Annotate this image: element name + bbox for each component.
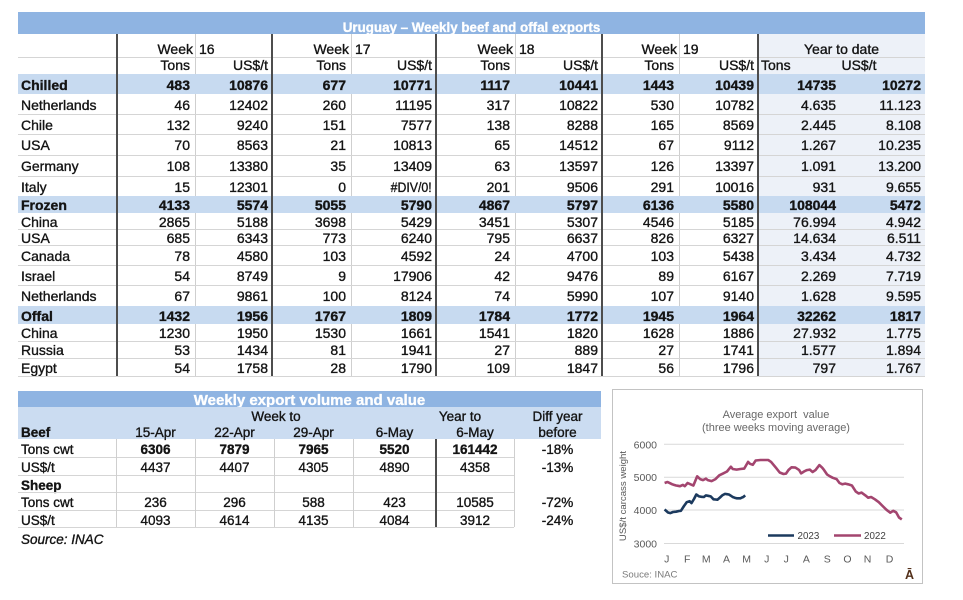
svg-text:S: S xyxy=(824,554,831,566)
svg-text:J: J xyxy=(764,554,769,566)
svg-text:J: J xyxy=(664,554,669,566)
svg-text:4000: 4000 xyxy=(634,505,658,517)
svg-text:M: M xyxy=(702,554,711,566)
svg-text:D: D xyxy=(886,554,894,566)
svg-text:N: N xyxy=(864,554,872,566)
svg-text:2022: 2022 xyxy=(864,531,886,542)
svg-text:Souce: INAC: Souce: INAC xyxy=(622,570,678,581)
svg-text:Ā: Ā xyxy=(905,568,914,582)
svg-text:5000: 5000 xyxy=(634,472,658,484)
svg-text:US$/t carcass weight: US$/t carcass weight xyxy=(618,451,629,541)
svg-text:Average export value: Average export value xyxy=(723,409,830,421)
svg-text:M: M xyxy=(742,554,751,566)
svg-text:A: A xyxy=(723,554,730,566)
svg-text:3000: 3000 xyxy=(634,539,658,551)
svg-text:(three weeks moving average): (three weeks moving average) xyxy=(702,422,850,434)
svg-text:F: F xyxy=(684,554,690,566)
svg-text:6000: 6000 xyxy=(634,439,658,451)
svg-text:O: O xyxy=(843,554,851,566)
svg-text:2023: 2023 xyxy=(798,531,820,542)
svg-text:J: J xyxy=(784,554,789,566)
svg-text:A: A xyxy=(803,554,810,566)
